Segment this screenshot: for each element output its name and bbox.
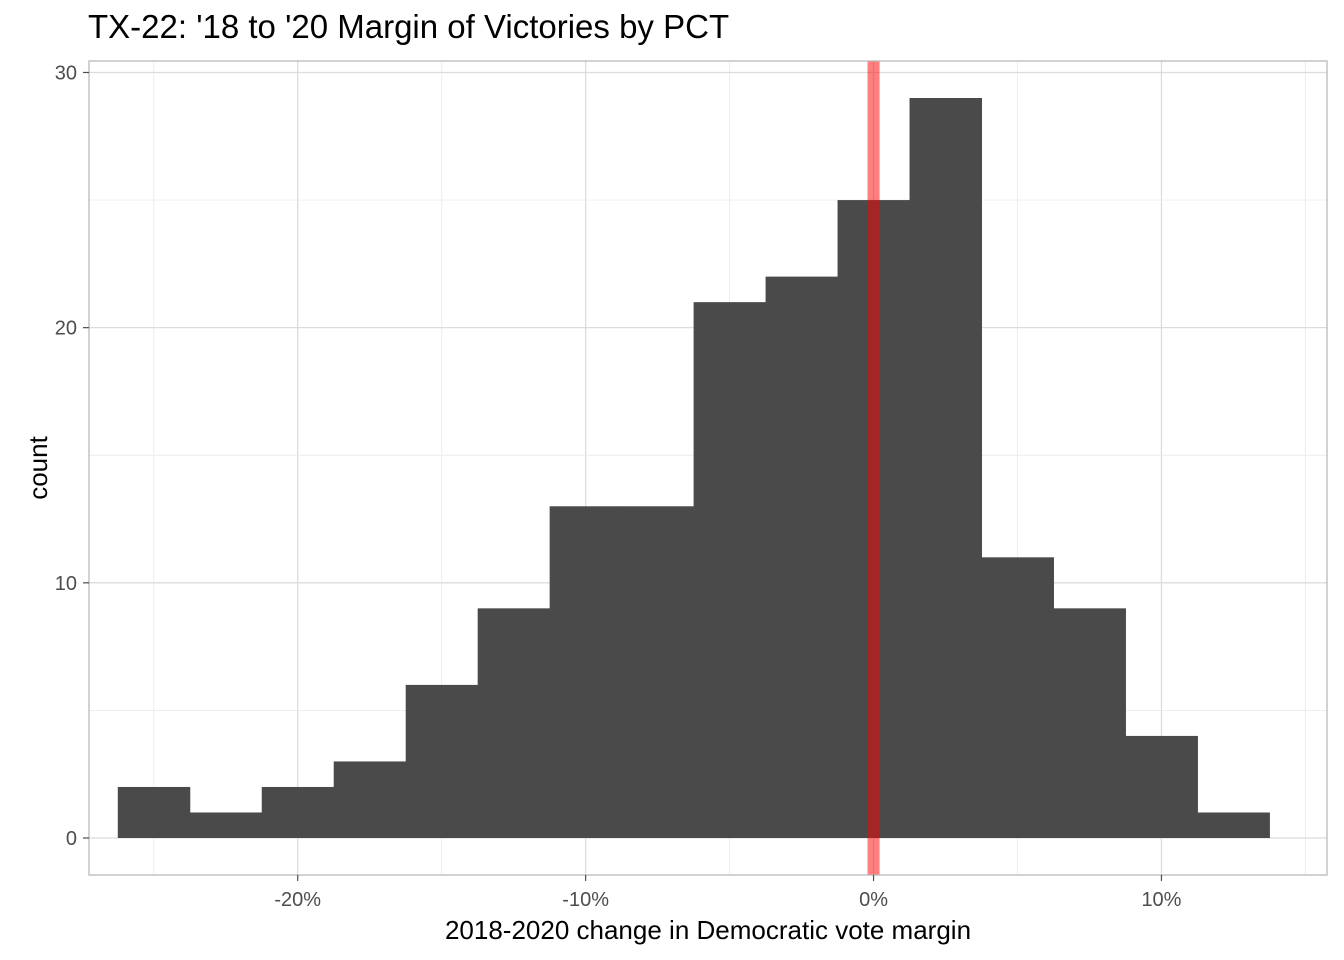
- x-tick-label: -10%: [562, 889, 609, 911]
- y-axis-title: count: [23, 435, 53, 499]
- histogram-bar: [477, 608, 551, 838]
- y-tick-label: 30: [55, 62, 77, 84]
- histogram-bar: [693, 302, 767, 838]
- histogram-bar: [117, 786, 191, 838]
- chart-title: TX-22: '18 to '20 Margin of Victories by…: [88, 8, 730, 45]
- histogram-bars: [117, 98, 1270, 838]
- y-axis-ticks: 0 10 20 30: [55, 62, 89, 850]
- y-tick-label: 20: [55, 318, 77, 340]
- histogram-bar: [261, 786, 335, 838]
- reference-line-layer: [867, 61, 880, 875]
- x-axis-ticks: -20% -10% 0% 10%: [274, 875, 1182, 911]
- histogram-bar: [549, 506, 623, 838]
- histogram-bar: [405, 684, 479, 838]
- histogram-bar: [1125, 735, 1198, 838]
- zero-reference-line: [867, 61, 880, 875]
- y-tick-label: 0: [66, 828, 77, 850]
- x-tick-label: 10%: [1141, 889, 1181, 911]
- y-tick-label: 10: [55, 573, 77, 595]
- x-tick-label: 0%: [859, 889, 888, 911]
- histogram-bar: [189, 812, 263, 838]
- histogram-bar: [621, 506, 695, 838]
- histogram-bar: [333, 761, 407, 838]
- x-tick-label: -20%: [274, 889, 321, 911]
- histogram-bar: [909, 98, 983, 838]
- histogram-bar: [981, 557, 1054, 838]
- histogram-bar: [1197, 812, 1270, 838]
- histogram-bar: [765, 276, 839, 838]
- histogram-bar: [1053, 608, 1126, 838]
- x-axis-title: 2018-2020 change in Democratic vote marg…: [445, 915, 971, 945]
- panel-border: [88, 60, 1328, 876]
